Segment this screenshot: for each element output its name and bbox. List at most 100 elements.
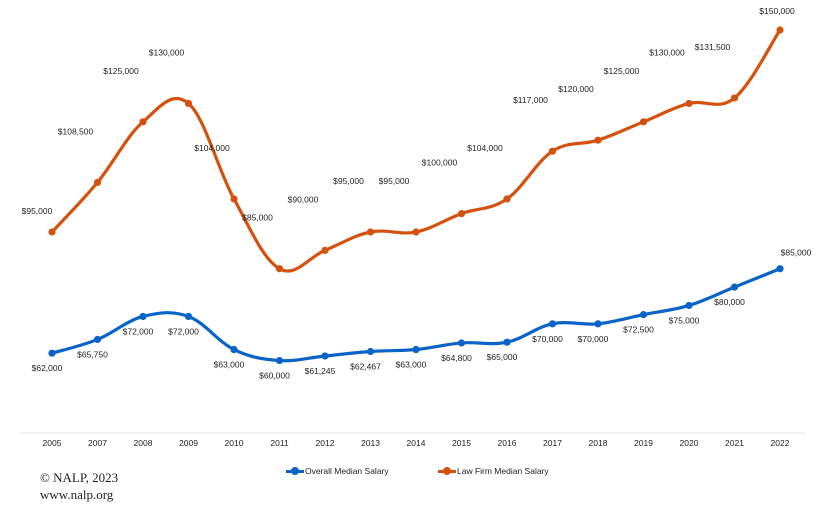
data-label: $117,000	[513, 95, 548, 105]
series-overall: $62,000 $65,750 $72,000 $72,000 $63,000 $60,0…	[32, 248, 812, 381]
data-label: $63,000	[396, 360, 427, 370]
data-point[interactable]	[730, 94, 739, 102]
data-label: $80,000	[714, 297, 745, 307]
data-point[interactable]	[48, 349, 56, 357]
data-label: $95,000	[379, 176, 410, 186]
data-point[interactable]	[639, 118, 648, 126]
legend-label-overall: Overall Median Salary	[305, 466, 389, 476]
data-label: $131,500	[695, 42, 731, 52]
x-tick-label: 2021	[725, 438, 744, 448]
x-tick-label: 2011	[270, 438, 289, 448]
data-label: $65,750	[77, 349, 108, 359]
data-point[interactable]	[457, 210, 466, 218]
data-point[interactable]	[321, 352, 329, 360]
data-point[interactable]	[184, 99, 193, 108]
data-point[interactable]	[685, 99, 693, 108]
data-label: $125,000	[604, 66, 640, 76]
data-label: $70,000	[532, 334, 563, 344]
credit: © NALP, 2023 www.nalp.org	[40, 469, 118, 503]
copyright-text: © NALP, 2023	[40, 470, 119, 485]
x-tick-label: 2008	[134, 438, 153, 448]
data-label: $70,000	[578, 334, 609, 344]
data-label: $95,000	[333, 176, 364, 186]
series-layer: $62,000 $65,750 $72,000 $72,000 $63,000 $60,0…	[22, 6, 812, 381]
x-tick-label: 2018	[589, 438, 608, 448]
x-tick-label: 2014	[407, 438, 426, 448]
data-point[interactable]	[275, 356, 284, 365]
data-label: $61,245	[305, 366, 336, 376]
data-point[interactable]	[503, 195, 511, 203]
legend-swatch-law-firm-icon	[438, 466, 456, 476]
data-point[interactable]	[93, 335, 102, 344]
data-label: $72,000	[123, 326, 154, 336]
x-tick-label: 2009	[179, 438, 198, 448]
x-tick-label: 2015	[452, 438, 471, 448]
data-point[interactable]	[139, 312, 147, 321]
data-point[interactable]	[639, 311, 648, 319]
data-label: $85,000	[242, 213, 273, 223]
data-label: $120,000	[558, 84, 594, 94]
data-point[interactable]	[730, 283, 739, 291]
data-point[interactable]	[457, 339, 466, 347]
data-point[interactable]	[594, 136, 602, 144]
data-point[interactable]	[48, 228, 56, 236]
data-label: $90,000	[288, 194, 319, 204]
series-line	[50, 28, 782, 273]
data-label: $72,500	[623, 325, 654, 335]
x-tick-label: 2019	[634, 438, 653, 448]
data-point[interactable]	[366, 347, 375, 356]
legend: Overall Median Salary Law Firm Median Sa…	[0, 466, 833, 482]
website-link[interactable]: www.nalp.org	[40, 487, 114, 502]
data-point[interactable]	[503, 338, 511, 346]
legend-label-law-firm: Law Firm Median Salary	[457, 466, 549, 476]
data-point[interactable]	[412, 345, 420, 354]
data-label: $85,000	[781, 248, 812, 258]
x-axis-ticks: 2005 2007 2008 2009 2010 2011 2012 2013 2014 2015…	[43, 438, 790, 448]
data-point[interactable]	[321, 246, 329, 254]
x-tick-label: 2007	[88, 438, 107, 448]
data-label: $130,000	[649, 47, 685, 57]
data-label: $104,000	[467, 143, 503, 153]
data-point[interactable]	[230, 345, 238, 354]
data-point[interactable]	[776, 265, 784, 273]
data-label: $150,000	[759, 6, 795, 16]
x-tick-label: 2022	[771, 438, 790, 448]
data-label: $100,000	[422, 158, 458, 168]
legend-item-law-firm[interactable]: Law Firm Median Salary	[438, 466, 549, 476]
data-point[interactable]	[230, 195, 238, 203]
data-point[interactable]	[275, 265, 284, 273]
data-label: $95,000	[22, 206, 53, 216]
data-point[interactable]	[184, 312, 193, 321]
data-label: $60,000	[259, 371, 290, 381]
x-tick-label: 2005	[43, 438, 62, 448]
data-point[interactable]	[594, 320, 602, 328]
series-law-firm: $95,000 $108,500 $125,000 $130,000 $104,000 $…	[22, 6, 795, 273]
data-label: $130,000	[149, 47, 185, 57]
x-tick-label: 2020	[680, 438, 699, 448]
data-label: $62,000	[32, 363, 63, 373]
data-label: $104,000	[194, 143, 230, 153]
data-label: $63,000	[214, 360, 245, 370]
data-point[interactable]	[412, 228, 420, 236]
data-label: $65,000	[487, 352, 518, 362]
data-point[interactable]	[548, 147, 557, 155]
data-label: $125,000	[103, 66, 139, 76]
x-tick-label: 2013	[361, 438, 380, 448]
data-label: $62,467	[350, 361, 381, 371]
data-point[interactable]	[366, 228, 375, 236]
data-point[interactable]	[548, 320, 557, 328]
data-point[interactable]	[93, 178, 102, 187]
data-label: $108,500	[58, 126, 94, 136]
x-tick-label: 2010	[225, 438, 244, 448]
x-tick-label: 2016	[498, 438, 517, 448]
data-point[interactable]	[776, 26, 784, 34]
x-tick-label: 2017	[543, 438, 562, 448]
data-label: $72,000	[168, 326, 199, 336]
data-label: $75,000	[669, 315, 700, 325]
legend-item-overall[interactable]: Overall Median Salary	[286, 466, 389, 476]
legend-swatch-overall-icon	[286, 466, 304, 476]
data-point[interactable]	[139, 118, 147, 126]
data-point[interactable]	[685, 301, 693, 310]
x-tick-label: 2012	[316, 438, 335, 448]
